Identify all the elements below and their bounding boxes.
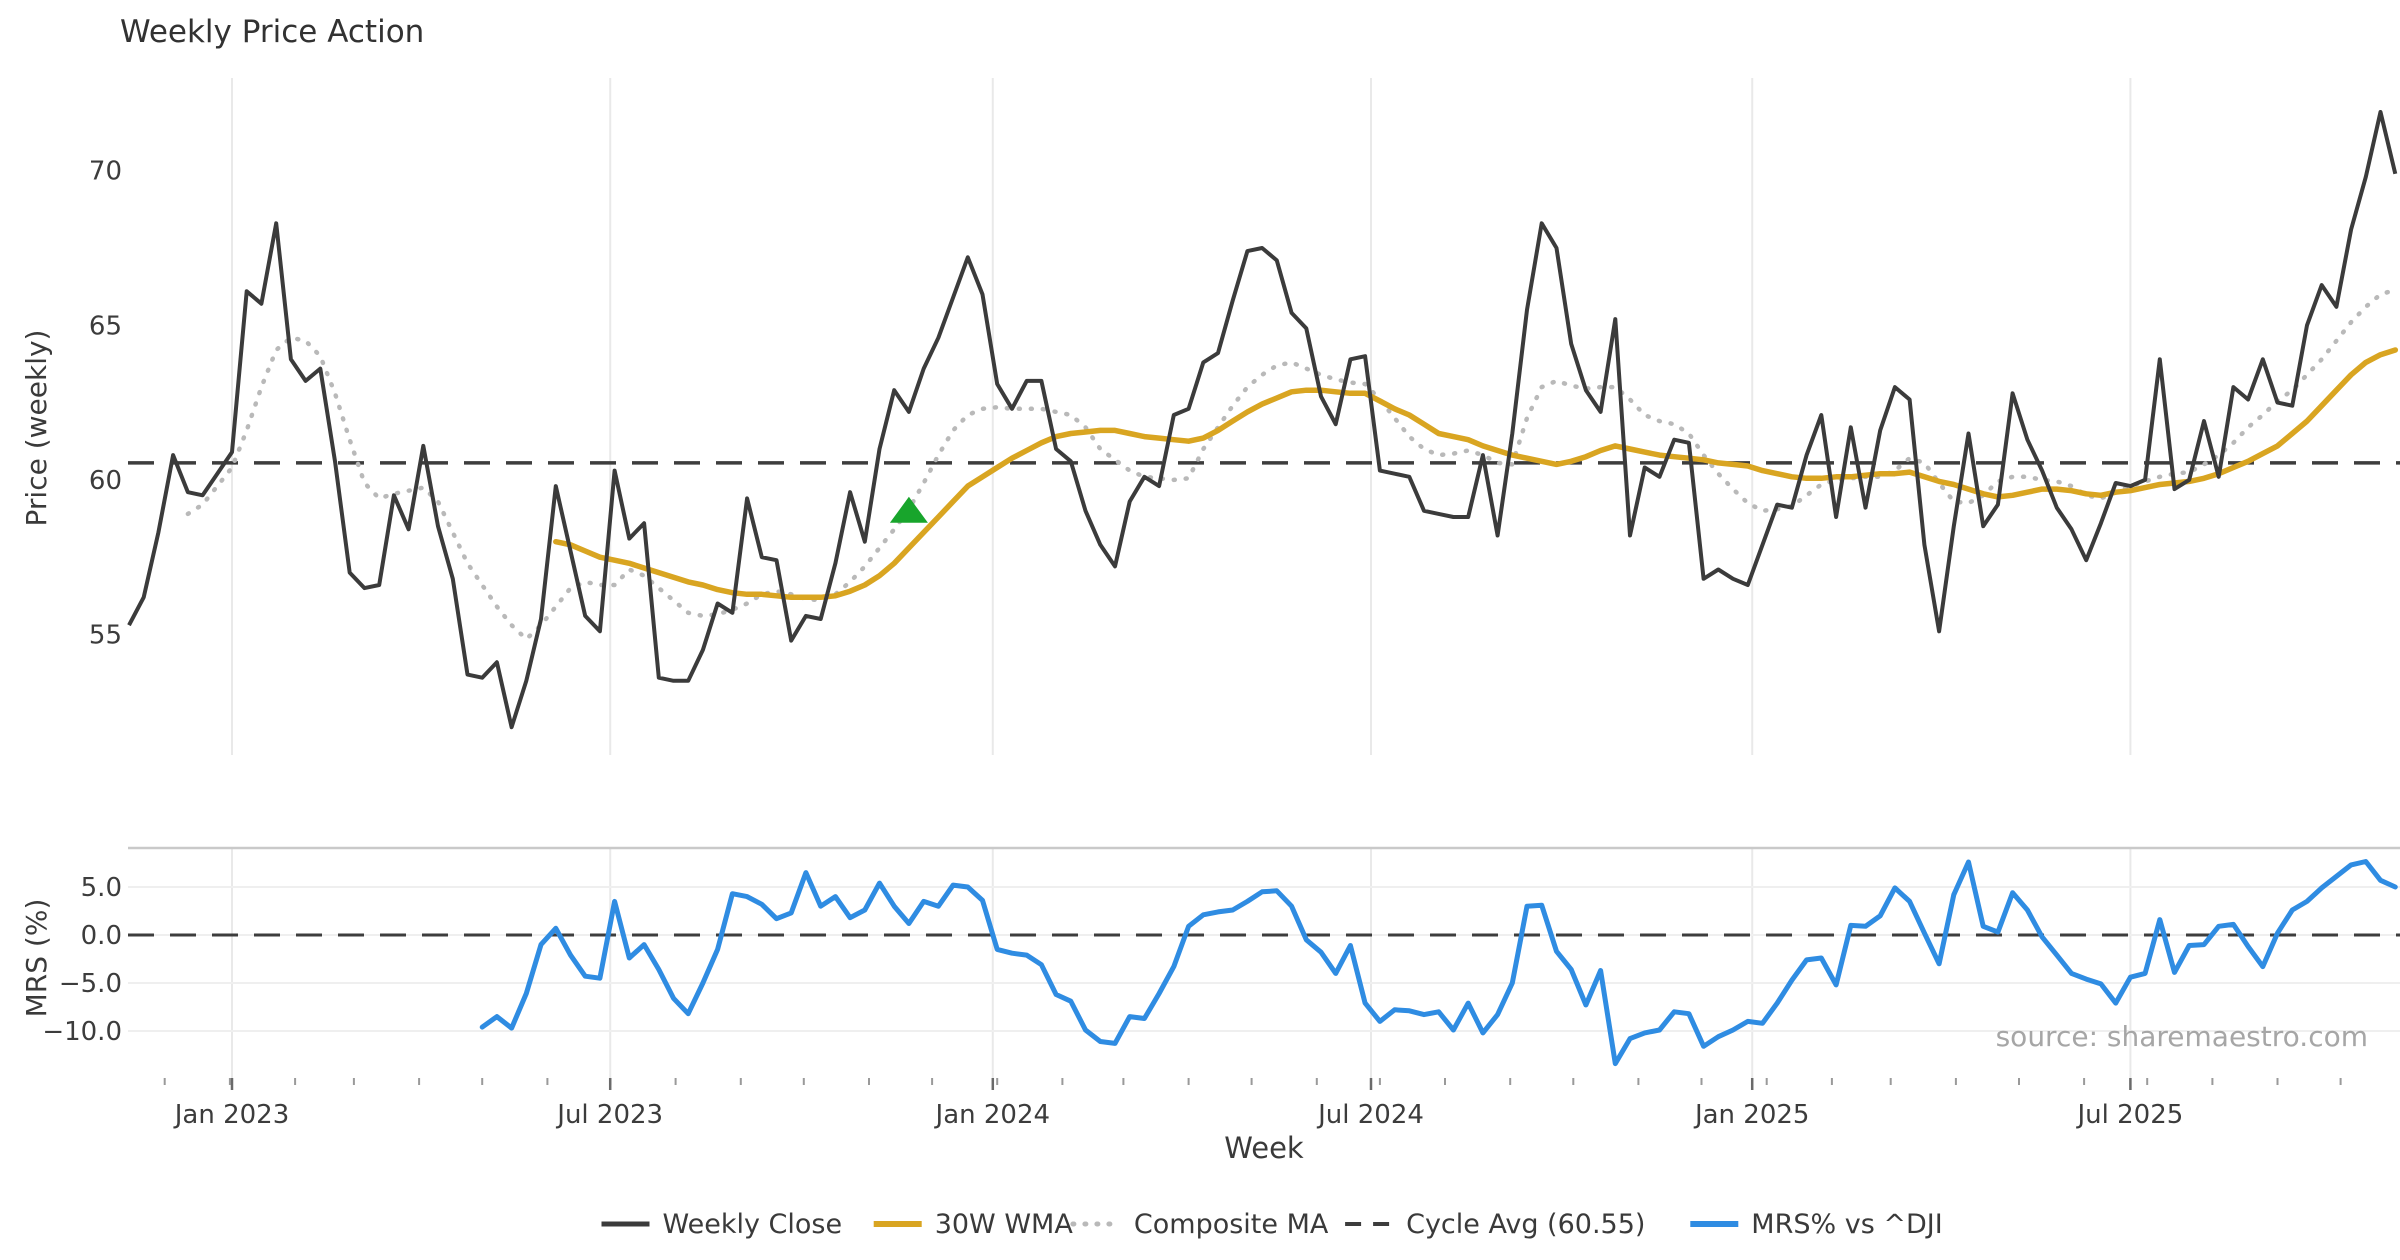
x-tick-label: Jan 2025: [1693, 1100, 1810, 1130]
price-ytick-labels: 70 65 60 55: [89, 157, 122, 651]
weekly-close-line: [127, 110, 2398, 730]
legend-label: Cycle Avg (60.55): [1406, 1209, 1645, 1240]
x-axis-label: Week: [1224, 1131, 1304, 1165]
legend-item-cycle-avg-60-55-: Cycle Avg (60.55): [1345, 1209, 1645, 1240]
mrs-panel: 5.0 0.0 −5.0 −10.0 MRS (%) source: sharemae…: [20, 846, 2400, 1067]
mrs-tick-label: 0.0: [81, 921, 122, 951]
price-axis-label: Price (weekly): [20, 330, 53, 527]
wma-30w-line: [553, 347, 2399, 601]
mrs-tick-label: −5.0: [59, 969, 122, 999]
buy-signal-triangle-icon: [889, 496, 928, 523]
legend-item-mrs-vs-dji: MRS% vs ^DJI: [1690, 1209, 1943, 1240]
x-axis: Jan 2023 Jul 2023 Jan 2024 Jul 2024 Jan 2025…: [163, 1078, 2342, 1165]
legend-label: Weekly Close: [663, 1209, 843, 1240]
x-tick-labels: Jan 2023 Jul 2023 Jan 2024 Jul 2024 Jan 2025…: [163, 1078, 2342, 1130]
mrs-line: [479, 859, 2398, 1067]
price-tick-label: 65: [89, 311, 122, 341]
price-panel: 70 65 60 55 Price (weekly): [20, 110, 2400, 730]
legend-item-composite-ma: Composite MA: [1070, 1209, 1329, 1240]
chart-title: Weekly Price Action: [120, 14, 424, 50]
x-tick-label: Jul 2024: [1316, 1100, 1424, 1130]
x-tick-label: Jan 2023: [173, 1100, 290, 1130]
source-note: source: sharemaestro.com: [1996, 1020, 2368, 1053]
price-tick-label: 55: [89, 620, 122, 650]
legend-label: 30W WMA: [935, 1209, 1074, 1240]
mrs-tick-label: 5.0: [81, 873, 122, 903]
legend-item-30w-wma: 30W WMA: [873, 1209, 1074, 1240]
price-tick-label: 70: [89, 157, 122, 187]
mrs-axis-label: MRS (%): [20, 899, 53, 1018]
legend: Weekly Close 30W WMA Composite MA Cycle Avg…: [601, 1209, 1943, 1240]
legend-label: Composite MA: [1134, 1209, 1329, 1240]
mrs-tick-label: −10.0: [42, 1017, 122, 1047]
x-tick-label: Jul 2023: [555, 1100, 663, 1130]
legend-label: MRS% vs ^DJI: [1751, 1209, 1942, 1240]
legend-item-weekly-close: Weekly Close: [601, 1209, 843, 1240]
gridlines: [231, 78, 2132, 1078]
price-tick-label: 60: [89, 466, 122, 496]
x-tick-label: Jan 2024: [934, 1100, 1051, 1130]
x-tick-label: Jul 2025: [2075, 1100, 2183, 1130]
mrs-ytick-labels: 5.0 0.0 −5.0 −10.0: [42, 873, 122, 1047]
